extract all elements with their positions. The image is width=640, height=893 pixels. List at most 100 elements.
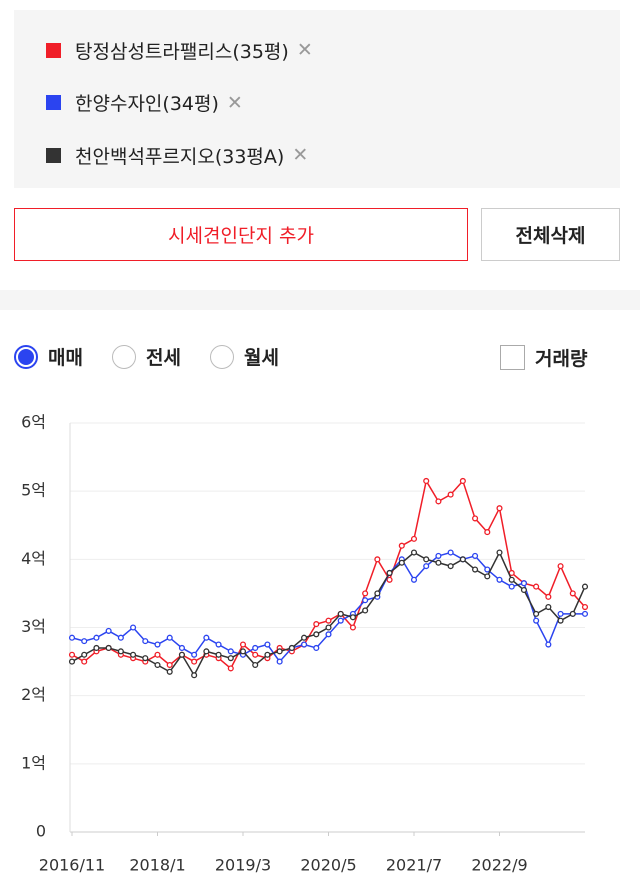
y-tick-label: 1억 <box>21 753 46 772</box>
data-point <box>557 563 564 570</box>
data-point <box>447 549 454 556</box>
data-point <box>386 576 393 583</box>
remove-icon[interactable]: ✕ <box>226 91 243 114</box>
data-point <box>472 566 479 573</box>
legend-swatch <box>46 42 61 58</box>
data-point <box>301 641 308 648</box>
data-point <box>252 661 259 669</box>
radio-circle[interactable] <box>210 344 234 369</box>
radio-label: 매매 <box>48 347 83 369</box>
data-point <box>166 661 173 669</box>
data-point <box>154 641 161 648</box>
data-point <box>423 556 430 563</box>
legend-label: 천안백석푸르지오(33평A) <box>75 145 285 168</box>
data-point <box>288 644 295 652</box>
data-point <box>325 631 332 638</box>
x-tick-label: 2019/3 <box>215 856 271 875</box>
data-point <box>435 498 442 505</box>
legend-item: 천안백석푸르지오(33평A) ✕ <box>46 140 308 170</box>
data-point <box>239 641 247 648</box>
data-point <box>191 658 198 665</box>
data-point <box>227 665 234 672</box>
legend-swatch <box>46 147 61 163</box>
data-point <box>410 576 418 583</box>
data-point <box>362 597 369 604</box>
data-point <box>178 651 185 658</box>
data-point <box>435 552 442 559</box>
data-point <box>374 590 381 597</box>
remove-icon[interactable]: ✕ <box>296 39 313 61</box>
radio-option[interactable]: 월세 <box>210 343 279 370</box>
data-point <box>215 651 222 658</box>
data-point <box>386 569 393 577</box>
data-point <box>533 583 540 590</box>
data-point <box>520 580 527 587</box>
data-point <box>447 491 454 498</box>
data-point <box>410 549 418 556</box>
series-line <box>71 478 586 670</box>
add-button[interactable]: 시세견인단지 추가 <box>14 208 468 261</box>
radio-label: 월세 <box>244 347 279 369</box>
data-point <box>459 477 466 484</box>
data-point <box>508 583 515 590</box>
y-tick-label: 2억 <box>21 685 46 704</box>
divider <box>0 290 640 310</box>
data-point <box>203 634 210 641</box>
data-point <box>154 661 161 669</box>
legend-label: 탕정삼성트라팰리스(35평) <box>75 40 289 63</box>
data-point <box>349 624 356 631</box>
data-point <box>130 651 137 658</box>
data-point <box>215 641 222 648</box>
data-point <box>93 644 100 652</box>
data-point <box>459 556 466 563</box>
radio-option[interactable]: 매매 <box>14 343 83 370</box>
data-point <box>325 624 332 631</box>
y-tick-label: 3억 <box>21 617 46 636</box>
data-point <box>130 624 137 631</box>
data-point <box>203 648 210 655</box>
data-point <box>569 610 576 617</box>
data-point <box>264 641 271 648</box>
data-point <box>239 648 247 655</box>
radio-circle[interactable] <box>14 344 38 369</box>
data-point <box>276 648 283 655</box>
data-point <box>496 549 503 556</box>
remove-icon[interactable]: ✕ <box>292 144 309 166</box>
y-tick-label: 0 <box>36 822 46 841</box>
data-point <box>68 658 76 665</box>
data-point <box>191 651 198 658</box>
data-point <box>178 644 185 652</box>
data-point <box>264 651 271 658</box>
data-point <box>484 529 491 536</box>
radio-option[interactable]: 전세 <box>112 343 181 370</box>
data-point <box>105 627 112 634</box>
data-point <box>557 610 564 617</box>
data-point <box>81 651 88 658</box>
legend-label: 한양수자인(34평) <box>75 93 219 115</box>
data-point <box>166 668 173 675</box>
data-point <box>117 634 124 641</box>
data-point <box>117 648 124 655</box>
data-point <box>191 672 198 679</box>
data-point <box>154 651 161 658</box>
data-point <box>435 559 442 566</box>
data-point <box>423 477 430 484</box>
data-point <box>362 607 369 614</box>
checkbox[interactable] <box>500 345 525 370</box>
legend-box: 탕정삼성트라팰리스(35평) ✕ 한양수자인(34평) ✕ 천안백석푸르지오(33평A)… <box>14 10 620 188</box>
data-point <box>81 658 88 665</box>
data-point <box>472 552 479 559</box>
delete-all-button[interactable]: 전체삭제 <box>481 208 620 261</box>
data-point <box>93 634 100 641</box>
data-point <box>520 586 527 594</box>
checkbox-label: 거래량 <box>535 348 588 370</box>
data-point <box>301 634 308 641</box>
data-point <box>508 576 515 583</box>
data-point <box>142 638 149 645</box>
radio-circle[interactable] <box>112 344 136 369</box>
data-point <box>581 583 589 590</box>
data-point <box>472 515 479 522</box>
data-point <box>496 576 503 583</box>
volume-checkbox[interactable]: 거래량 <box>500 344 587 371</box>
